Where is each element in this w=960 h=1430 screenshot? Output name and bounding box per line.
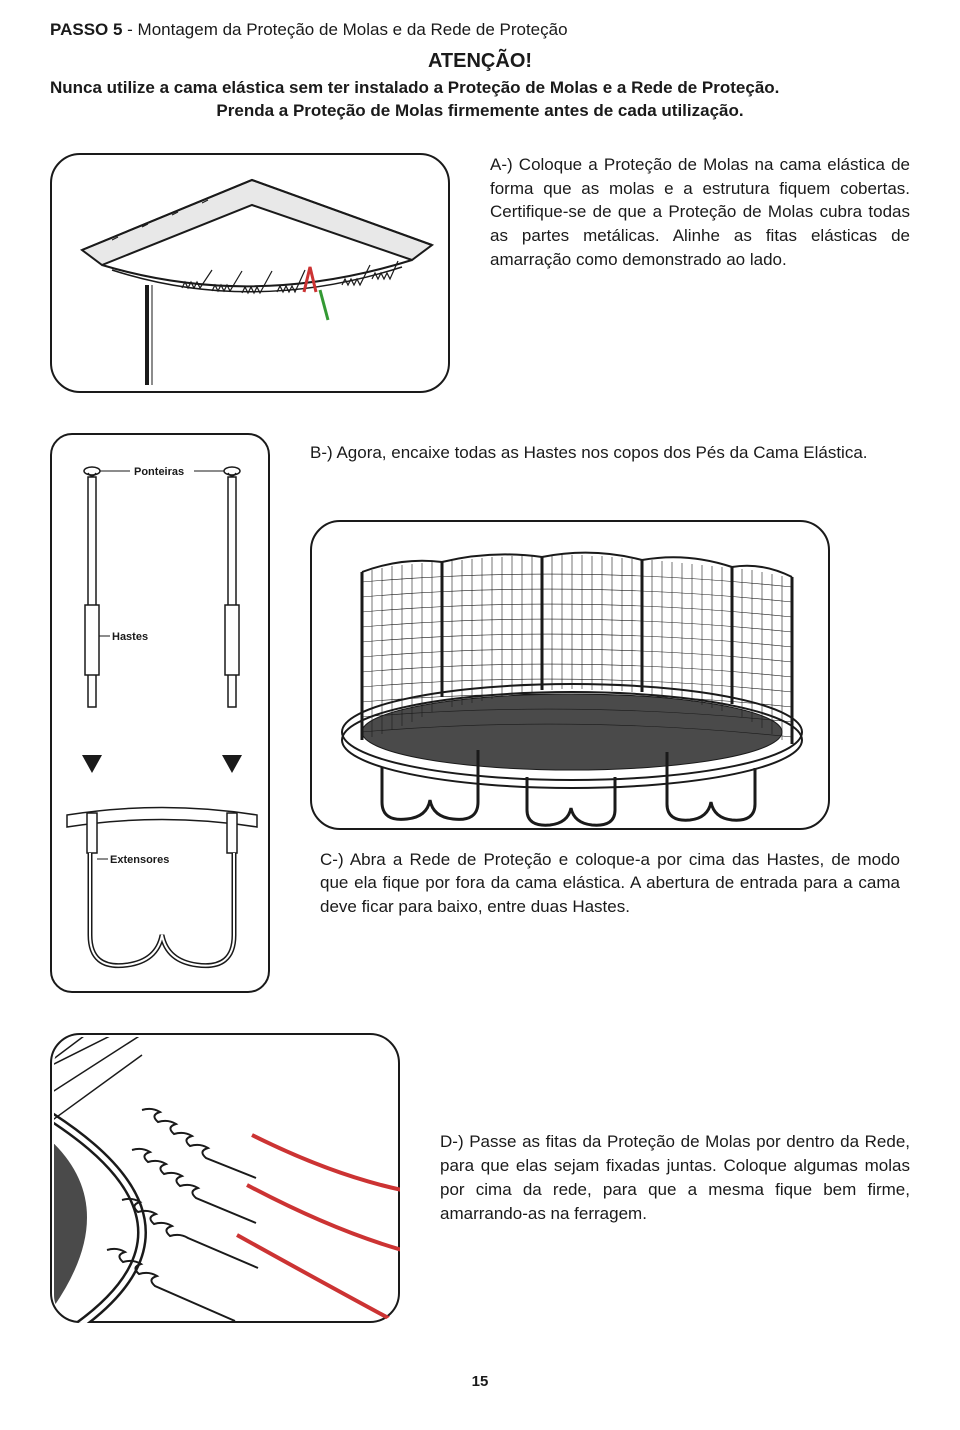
- label-extensores: Extensores: [110, 854, 169, 866]
- step-label-bold: PASSO 5: [50, 20, 122, 39]
- illustration-a: [50, 153, 450, 393]
- illustration-c: [310, 520, 830, 830]
- row-d: D-) Passe as fitas da Proteção de Molas …: [50, 1033, 910, 1323]
- row-a: A-) Coloque a Proteção de Molas na cama …: [50, 153, 910, 393]
- label-hastes: Hastes: [112, 631, 148, 643]
- warning-line1: Nunca utilize a cama elástica sem ter in…: [50, 78, 779, 97]
- row-bc: Ponteiras Hastes Ext: [50, 433, 910, 993]
- step-label-rest: - Montagem da Proteção de Molas e da Red…: [122, 20, 567, 39]
- warning-text: Nunca utilize a cama elástica sem ter in…: [50, 77, 910, 123]
- illustration-b-left: Ponteiras Hastes Ext: [50, 433, 270, 993]
- label-ponteiras: Ponteiras: [134, 466, 184, 478]
- text-a: A-) Coloque a Proteção de Molas na cama …: [490, 153, 910, 272]
- step-title: PASSO 5 - Montagem da Proteção de Molas …: [50, 20, 910, 40]
- text-c: C-) Abra a Rede de Proteção e coloque-a …: [310, 848, 910, 919]
- page-number: 15: [50, 1373, 910, 1390]
- text-b: B-) Agora, encaixe todas as Hastes nos c…: [310, 433, 910, 465]
- illustration-d: [50, 1033, 400, 1323]
- text-d: D-) Passe as fitas da Proteção de Molas …: [440, 1130, 910, 1225]
- attention-heading: ATENÇÃO!: [50, 50, 910, 73]
- warning-line2: Prenda a Proteção de Molas firmemente an…: [50, 100, 910, 123]
